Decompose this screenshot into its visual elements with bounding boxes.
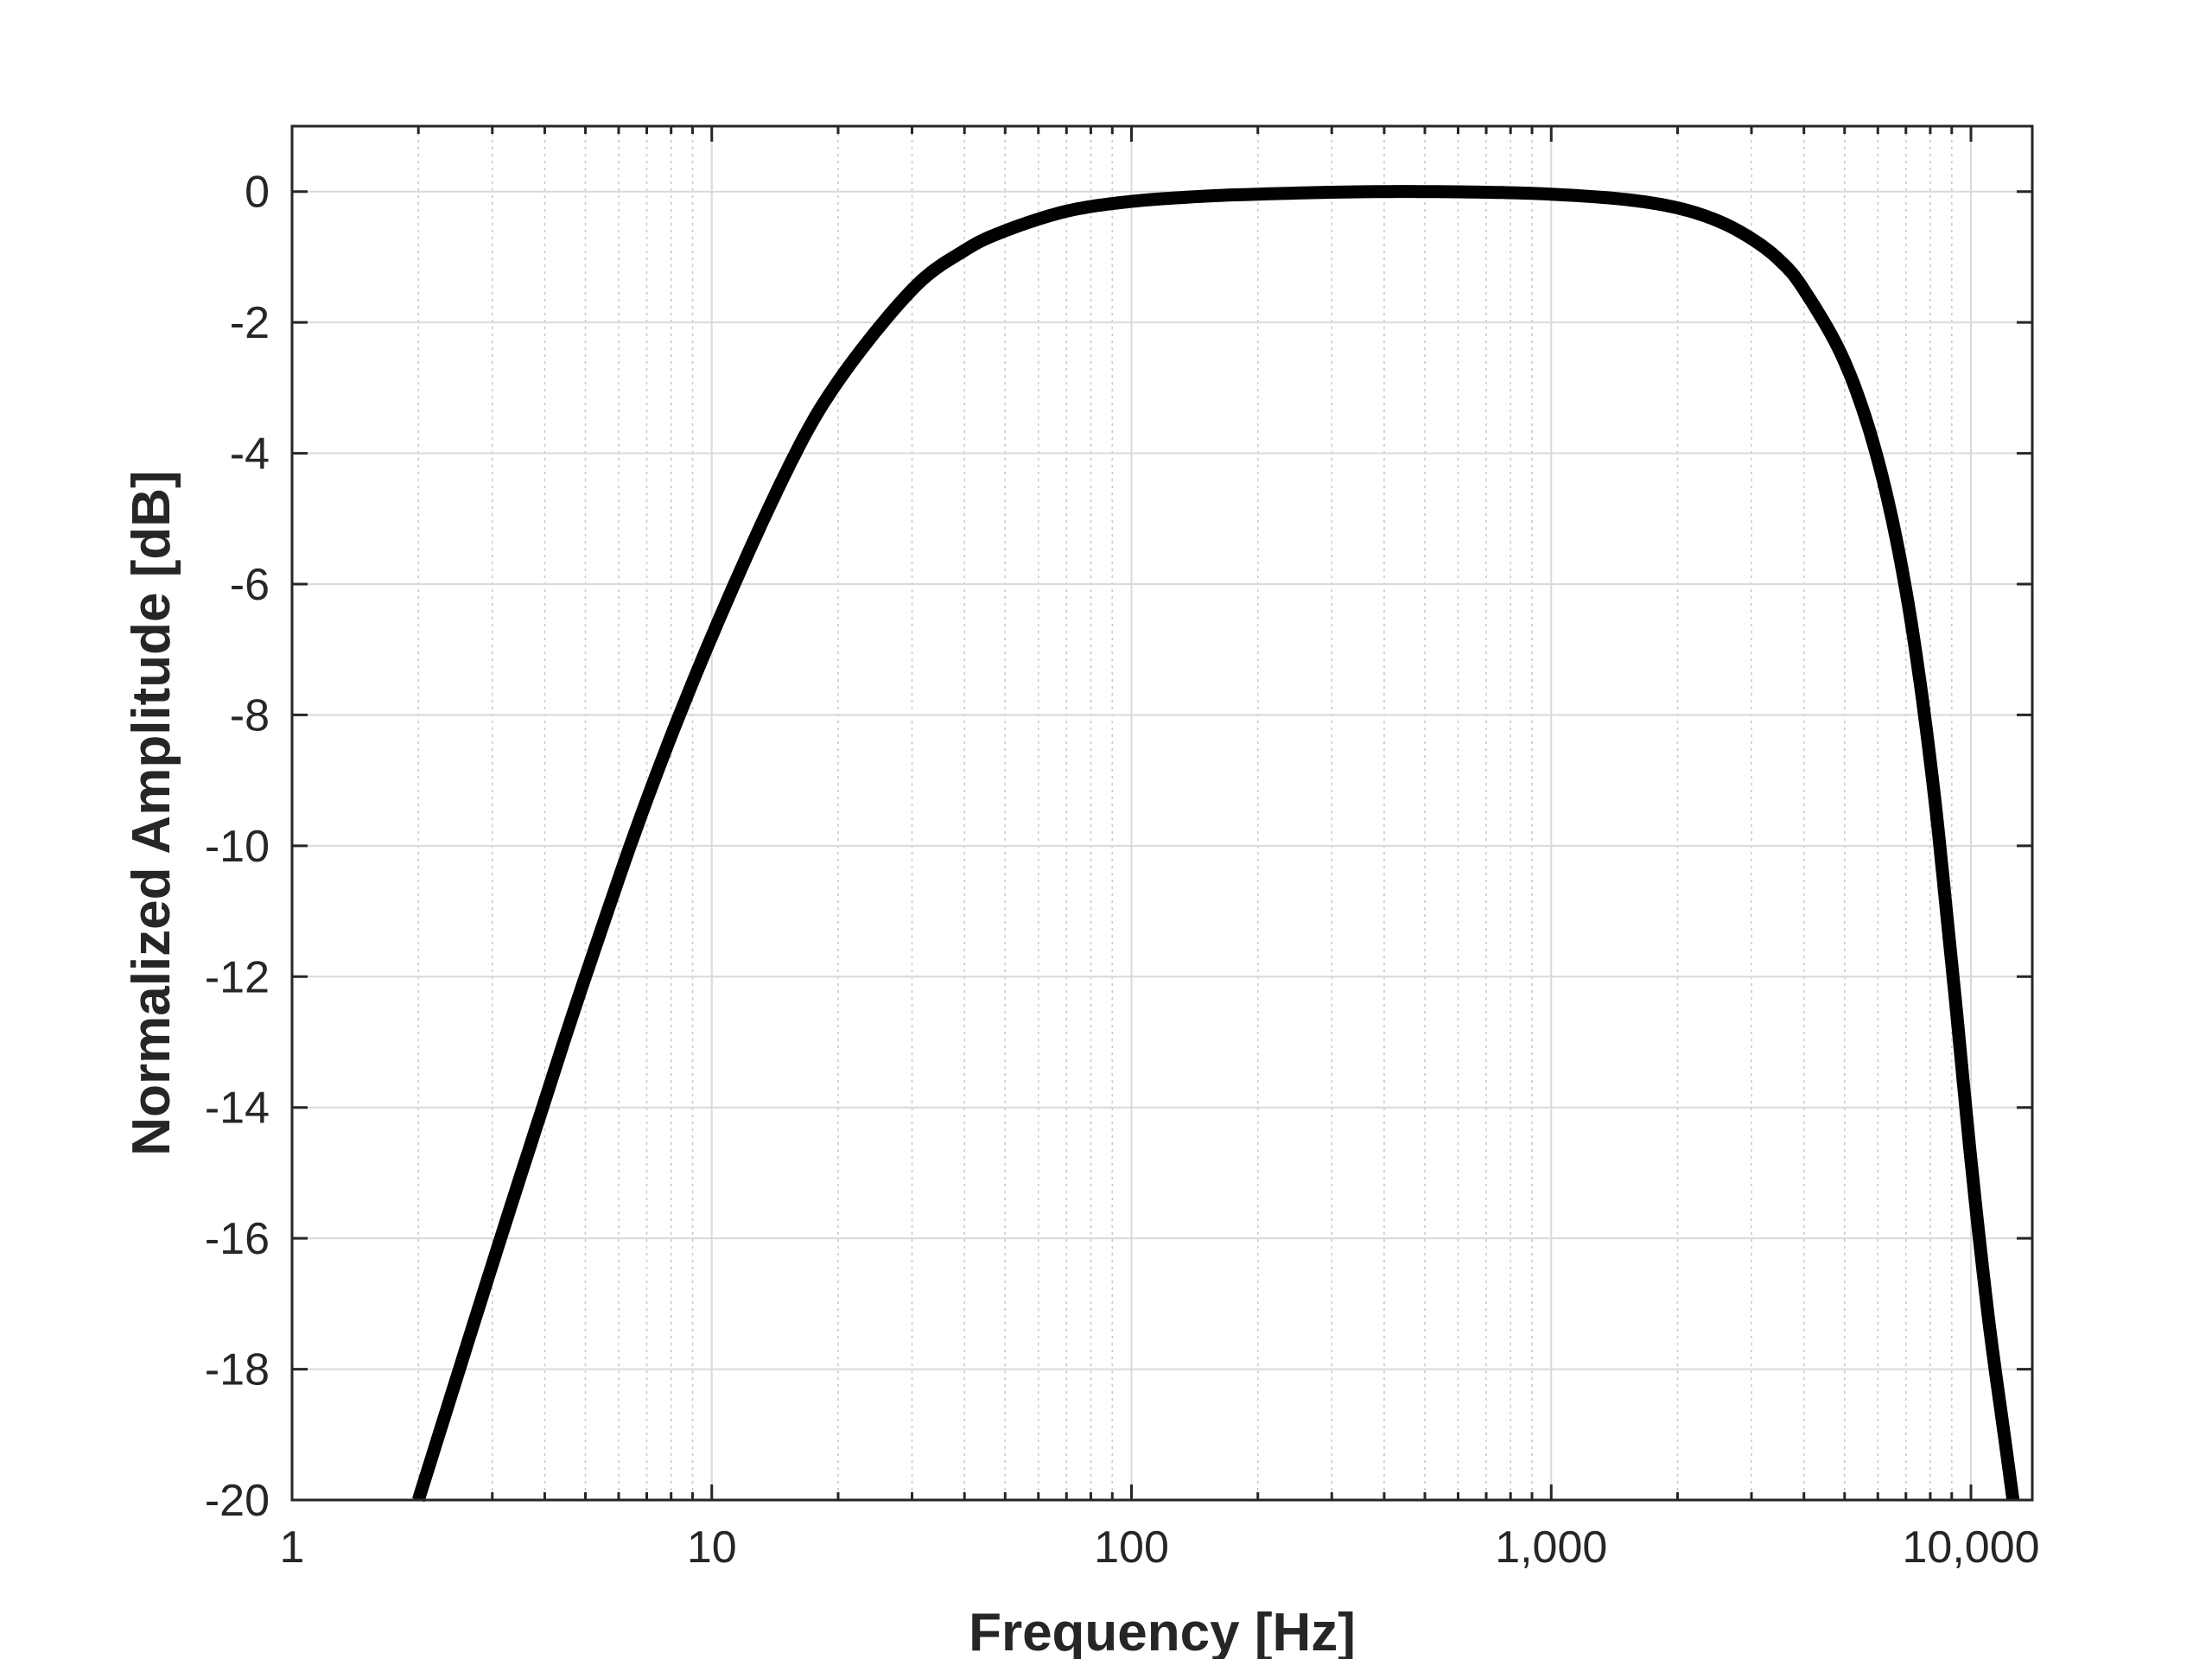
- x-tick-label: 100: [1094, 1522, 1169, 1573]
- y-tick-label: -2: [230, 298, 270, 348]
- x-tick-label: 10: [687, 1522, 737, 1573]
- x-tick-labels: 1 10 100 1,000 10,000: [280, 1522, 2040, 1573]
- y-tick-label: -12: [205, 952, 270, 1002]
- series-layer: [412, 185, 2020, 1503]
- x-tick-label: 10,000: [1902, 1522, 2039, 1573]
- x-tick-label: 1: [280, 1522, 305, 1573]
- y-tick-label: -20: [205, 1476, 270, 1526]
- grid: [291, 126, 2032, 1501]
- x-axis-title: Frequency [Hz]: [969, 1603, 1356, 1659]
- y-tick-label: -6: [230, 560, 270, 610]
- axes-box: [290, 124, 2034, 1502]
- x-tick-label: 1,000: [1495, 1522, 1607, 1573]
- y-tick-label: -8: [230, 690, 270, 741]
- y-tick-label: -18: [205, 1345, 270, 1395]
- y-axis-title: Normalized Amplitude [dB]: [122, 470, 181, 1155]
- series-line-0: [412, 185, 2020, 1503]
- y-tick-label: -10: [205, 822, 270, 872]
- y-tick-labels: 0 -2 -4 -6 -8 -10 -12 -14 -16 -18 -20: [205, 168, 270, 1526]
- y-tick-label: 0: [245, 168, 270, 218]
- y-tick-label: -16: [205, 1214, 270, 1264]
- y-tick-label: -14: [205, 1084, 270, 1134]
- y-tick-label: -4: [230, 429, 270, 480]
